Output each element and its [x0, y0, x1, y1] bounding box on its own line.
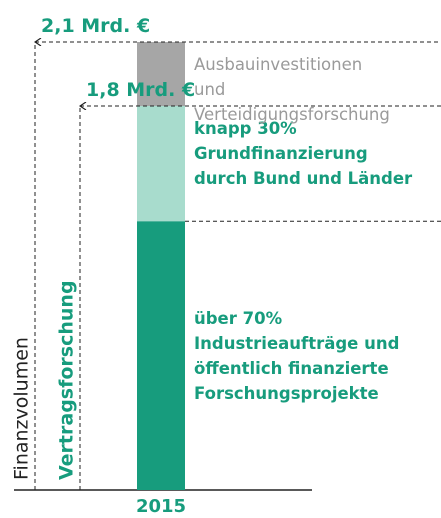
segment-label: knapp 30% Grundfinanzierung durch Bund u… — [194, 119, 413, 188]
bar-segment — [137, 106, 185, 222]
axis-label: Vertragsforschung — [56, 280, 78, 480]
total-label: 1,8 Mrd. € — [86, 79, 195, 101]
segment-label: Ausbauinvestitionen und Verteidigungsfor… — [194, 55, 390, 124]
total-label: 2,1 Mrd. € — [41, 15, 150, 37]
bar-segment — [137, 221, 185, 490]
bar-segment — [137, 42, 185, 106]
x-tick-label: 2015 — [136, 496, 186, 517]
segment-label: über 70% Industrieaufträge und öffentlic… — [194, 308, 400, 403]
axis-label: Finanzvolumen — [11, 337, 33, 480]
